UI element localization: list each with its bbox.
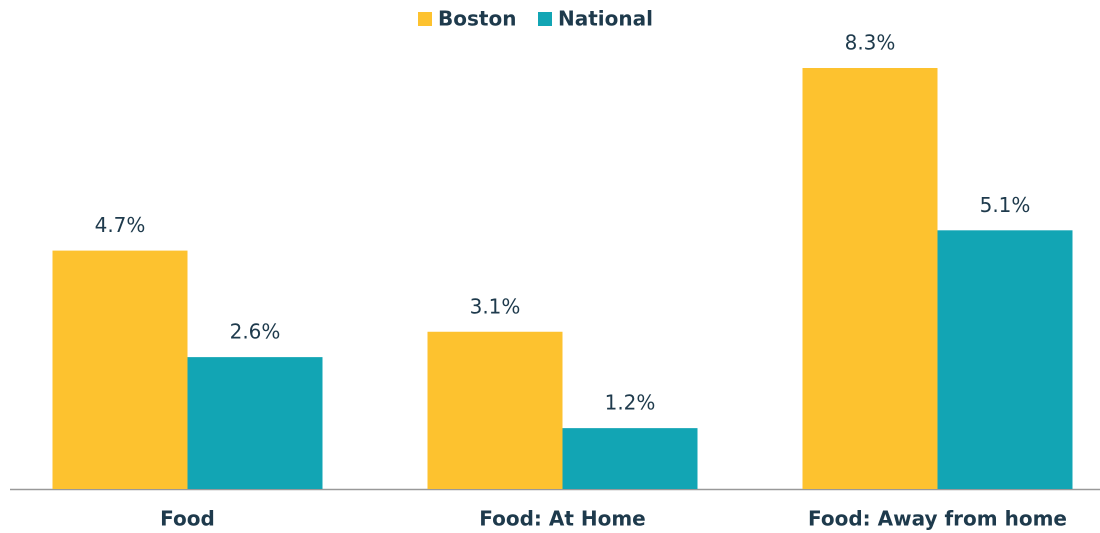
bar xyxy=(802,68,938,489)
legend-swatch xyxy=(418,12,432,26)
x-tick-label: Food xyxy=(160,507,215,531)
bar xyxy=(562,428,698,489)
data-label: 2.6% xyxy=(230,320,281,344)
bar xyxy=(937,230,1073,490)
x-tick-label: Food: Away from home xyxy=(808,507,1067,531)
data-label: 8.3% xyxy=(845,31,896,55)
x-tick-label: Food: At Home xyxy=(479,507,646,531)
legend-label: Boston xyxy=(438,7,516,31)
bar xyxy=(427,331,563,489)
bar xyxy=(187,357,323,489)
bar xyxy=(52,250,188,489)
data-label: 4.7% xyxy=(95,213,146,237)
data-label: 3.1% xyxy=(470,294,521,318)
data-label: 5.1% xyxy=(980,193,1031,217)
legend-swatch xyxy=(538,12,552,26)
legend-label: National xyxy=(558,7,653,31)
data-label: 1.2% xyxy=(605,391,656,415)
